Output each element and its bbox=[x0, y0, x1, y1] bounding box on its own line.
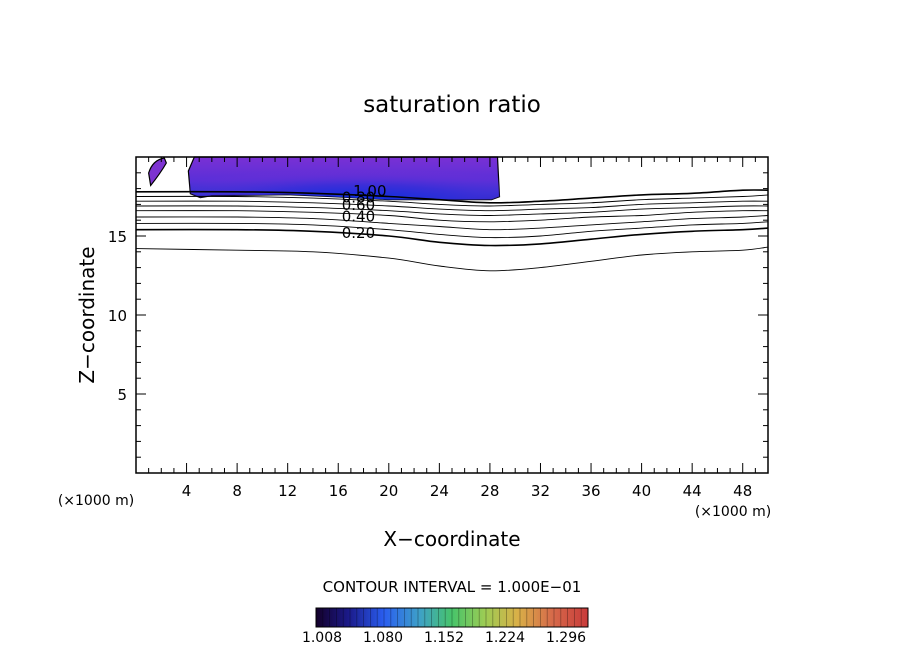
contour-interval-label: CONTOUR INTERVAL = 1.000E−01 bbox=[323, 578, 582, 596]
colorbar-stripes bbox=[322, 608, 582, 627]
x-tick-label: 16 bbox=[329, 482, 348, 500]
x-tick-label: 40 bbox=[632, 482, 651, 500]
contour-line-0.80 bbox=[135, 194, 769, 207]
contour-label-0.20: 0.20 bbox=[342, 224, 375, 242]
contour-label-0.60: 0.60 bbox=[342, 196, 375, 214]
y-tick-label: 10 bbox=[108, 307, 127, 325]
x-tick-label: 28 bbox=[480, 482, 499, 500]
contour-line-0.40 bbox=[135, 215, 769, 231]
y-tick-label: 5 bbox=[117, 386, 127, 404]
x-tick-label: 4 bbox=[182, 482, 192, 500]
contour-line-0.20 bbox=[135, 227, 769, 247]
contour-labels: 0.200.400.600.801.00 bbox=[342, 182, 387, 242]
x-tick-label: 32 bbox=[531, 482, 550, 500]
chart-title: saturation ratio bbox=[363, 92, 541, 118]
x-axis-unit-left: (×1000 m) bbox=[58, 493, 134, 509]
colorbar-tick-label: 1.152 bbox=[424, 630, 464, 646]
y-axis-label: Z−coordinate bbox=[75, 246, 99, 383]
y-tick-label: 15 bbox=[108, 228, 127, 246]
x-axis-label: X−coordinate bbox=[383, 527, 520, 551]
x-axis-unit-right: (×1000 m) bbox=[695, 504, 771, 520]
contour-label-0.80: 0.80 bbox=[342, 188, 375, 206]
x-tick-label: 44 bbox=[683, 482, 702, 500]
colorbar-tick-label: 1.008 bbox=[302, 630, 342, 646]
colorbar bbox=[315, 607, 589, 628]
contour-line-0.70 bbox=[135, 200, 769, 212]
supersaturation-core bbox=[188, 157, 500, 200]
supersaturation-blob bbox=[148, 157, 168, 187]
colorbar-tick-label: 1.080 bbox=[363, 630, 403, 646]
contour-line-0.60 bbox=[135, 205, 769, 216]
plot-frame bbox=[135, 156, 769, 474]
x-tick-label: 12 bbox=[278, 482, 297, 500]
colorbar-tick-labels: 1.008 1.080 1.152 1.224 1.296 bbox=[302, 630, 586, 646]
colorbar-tick-label: 1.296 bbox=[546, 630, 586, 646]
contour-line-0.90 bbox=[135, 189, 769, 204]
x-tick-label: 8 bbox=[232, 482, 242, 500]
contour-line-0.50 bbox=[135, 210, 769, 223]
x-tick-label: 48 bbox=[733, 482, 752, 500]
x-tick-label: 20 bbox=[379, 482, 398, 500]
filled-contour-region bbox=[148, 156, 501, 201]
x-tick-label: 36 bbox=[581, 482, 600, 500]
contour-line-0.10 bbox=[135, 246, 769, 272]
x-axis-ticks: 4 8 12 16 20 24 28 32 36 40 44 48 bbox=[148, 157, 756, 500]
x-tick-label: 24 bbox=[430, 482, 449, 500]
colorbar-tick-label: 1.224 bbox=[485, 630, 525, 646]
contour-label-0.40: 0.40 bbox=[342, 207, 375, 225]
contour-label-1.00: 1.00 bbox=[353, 182, 386, 200]
y-axis-ticks: 5 10 15 bbox=[108, 172, 768, 458]
contour-lines bbox=[135, 189, 769, 272]
contour-line-0.30 bbox=[135, 221, 769, 239]
